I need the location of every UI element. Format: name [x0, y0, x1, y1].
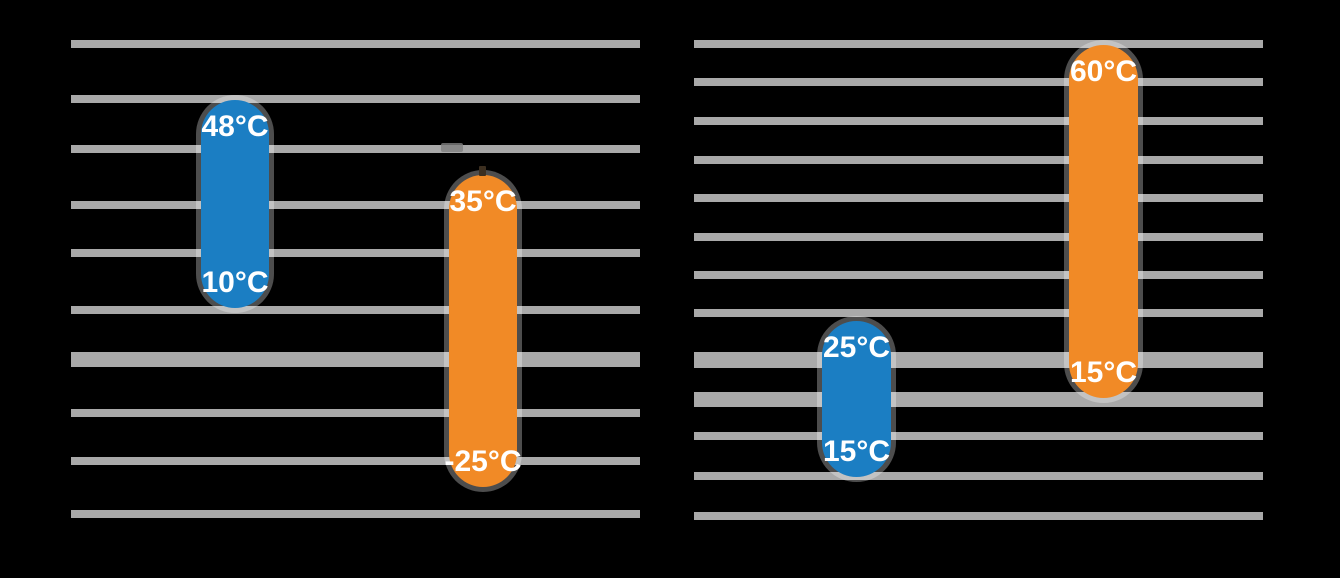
gridline — [71, 40, 640, 48]
gridline — [694, 271, 1263, 279]
right-range-chart — [694, 0, 1263, 578]
gridline — [694, 472, 1263, 480]
artifact-smudge — [441, 143, 463, 152]
max-temp-label: 35°C — [449, 185, 517, 218]
range-bar-right-blue: 25°C 15°C — [822, 321, 891, 477]
min-temp-label: 15°C — [1069, 356, 1138, 389]
gridline — [694, 194, 1263, 202]
range-bar-left-blue: 48°C 10°C — [201, 100, 269, 308]
gridline — [71, 409, 640, 417]
gridline — [71, 95, 640, 103]
gridline-emphasized — [694, 352, 1263, 368]
range-bar-left-orange: 35°C -25°C — [444, 175, 522, 487]
gridline — [71, 306, 640, 314]
artifact-tick — [479, 166, 486, 176]
max-temp-label: 60°C — [1069, 55, 1138, 88]
gridline — [694, 309, 1263, 317]
gridline — [694, 78, 1263, 86]
min-temp-label: -25°C — [444, 445, 522, 478]
gridline — [694, 512, 1263, 520]
gridline — [71, 510, 640, 518]
min-temp-label: 15°C — [822, 435, 891, 468]
left-range-chart — [71, 0, 640, 578]
gridline — [694, 233, 1263, 241]
gridline — [71, 145, 640, 153]
gridline — [694, 40, 1263, 48]
max-temp-label: 25°C — [822, 331, 891, 364]
range-bar-right-orange: 60°C 15°C — [1069, 45, 1138, 398]
gridline-emphasized — [71, 352, 640, 367]
gridline — [694, 156, 1263, 164]
gridline — [694, 432, 1263, 440]
min-temp-label: 10°C — [201, 266, 269, 299]
gridline — [71, 249, 640, 257]
gridline — [694, 117, 1263, 125]
max-temp-label: 48°C — [201, 110, 269, 143]
gridline — [71, 201, 640, 209]
gridline — [71, 457, 640, 465]
gridline-emphasized — [694, 392, 1263, 407]
